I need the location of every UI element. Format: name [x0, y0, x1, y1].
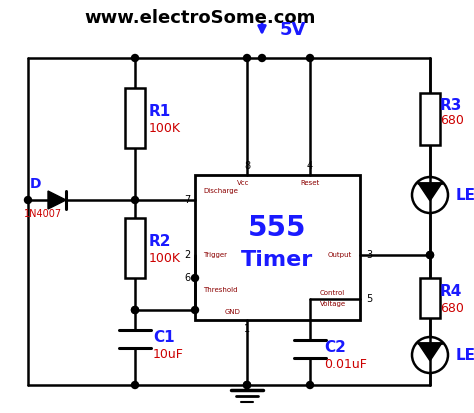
Text: 1: 1 — [244, 324, 250, 334]
Text: R2: R2 — [149, 235, 172, 249]
Text: Control: Control — [320, 290, 345, 296]
Bar — [125, 218, 145, 278]
Text: Output: Output — [328, 252, 352, 258]
Polygon shape — [418, 183, 442, 201]
Bar — [420, 93, 440, 145]
Circle shape — [131, 306, 138, 313]
Text: 5: 5 — [366, 294, 372, 304]
Circle shape — [131, 197, 138, 204]
Text: 0.01uF: 0.01uF — [324, 358, 367, 370]
Text: 10uF: 10uF — [153, 347, 184, 361]
Bar — [125, 88, 145, 148]
Text: LED: LED — [456, 347, 474, 363]
Circle shape — [191, 306, 199, 313]
Circle shape — [307, 382, 313, 389]
Text: 6: 6 — [184, 273, 190, 283]
Circle shape — [25, 197, 31, 204]
Circle shape — [244, 382, 250, 389]
Text: 5V: 5V — [280, 21, 306, 39]
Polygon shape — [48, 191, 66, 209]
Text: 7: 7 — [184, 195, 190, 205]
Text: 4: 4 — [307, 161, 313, 171]
Text: 3: 3 — [366, 250, 372, 260]
Text: 100K: 100K — [149, 121, 181, 135]
Circle shape — [244, 55, 250, 62]
Circle shape — [258, 55, 265, 62]
Text: Threshold: Threshold — [203, 287, 237, 293]
Circle shape — [131, 306, 138, 313]
Circle shape — [244, 382, 250, 389]
Text: Trigger: Trigger — [203, 252, 227, 258]
Text: 555: 555 — [248, 214, 306, 242]
Circle shape — [131, 55, 138, 62]
Circle shape — [131, 382, 138, 389]
Polygon shape — [418, 343, 442, 361]
Text: Timer: Timer — [241, 250, 313, 270]
Text: C1: C1 — [153, 330, 174, 346]
Text: Vcc: Vcc — [237, 180, 249, 186]
Text: 1N4007: 1N4007 — [24, 209, 62, 219]
Circle shape — [427, 252, 434, 259]
Text: Voltage: Voltage — [320, 301, 346, 307]
Text: R1: R1 — [149, 104, 171, 119]
Text: Discharge: Discharge — [203, 188, 238, 194]
Circle shape — [191, 275, 199, 282]
Text: Reset: Reset — [300, 180, 319, 186]
Text: 680: 680 — [440, 114, 464, 126]
Text: 8: 8 — [244, 161, 250, 171]
Text: R4: R4 — [440, 285, 462, 299]
Text: LED: LED — [456, 188, 474, 202]
Bar — [195, 175, 360, 320]
Text: www.electroSome.com: www.electroSome.com — [84, 9, 316, 27]
Circle shape — [307, 55, 313, 62]
Text: 100K: 100K — [149, 252, 181, 264]
Circle shape — [427, 252, 434, 259]
Bar — [420, 278, 440, 318]
Text: R3: R3 — [440, 97, 462, 112]
Text: 680: 680 — [440, 301, 464, 315]
Text: GND: GND — [225, 309, 241, 315]
Text: C2: C2 — [324, 340, 346, 356]
Text: 2: 2 — [184, 250, 190, 260]
Text: D: D — [30, 177, 42, 191]
